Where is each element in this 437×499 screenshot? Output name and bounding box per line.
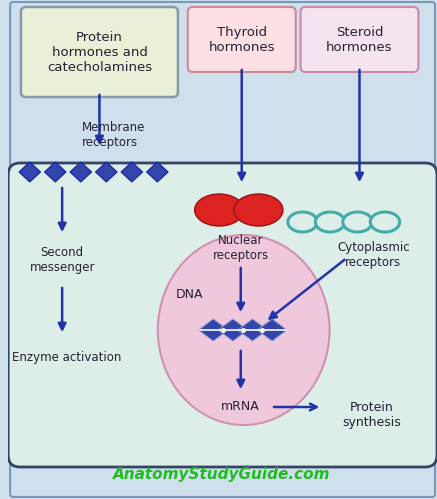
Polygon shape [45, 162, 66, 182]
Polygon shape [19, 162, 41, 182]
Ellipse shape [316, 212, 345, 232]
Text: Protein
hormones and
catecholamines: Protein hormones and catecholamines [47, 30, 152, 73]
Text: DNA: DNA [176, 288, 204, 301]
Text: Enzyme activation: Enzyme activation [12, 351, 122, 364]
Ellipse shape [343, 212, 372, 232]
Ellipse shape [234, 194, 283, 226]
FancyBboxPatch shape [301, 7, 418, 72]
FancyBboxPatch shape [10, 2, 435, 497]
Text: Second
messenger: Second messenger [29, 246, 95, 274]
Polygon shape [70, 162, 92, 182]
Polygon shape [257, 319, 287, 341]
Polygon shape [198, 319, 228, 341]
Ellipse shape [194, 194, 244, 226]
Polygon shape [218, 319, 248, 341]
FancyBboxPatch shape [8, 163, 437, 467]
Polygon shape [146, 162, 168, 182]
Text: AnatomyStudyGuide.com: AnatomyStudyGuide.com [113, 468, 331, 483]
Text: Cytoplasmic
receptors: Cytoplasmic receptors [337, 241, 409, 269]
Text: mRNA: mRNA [222, 401, 260, 414]
Polygon shape [96, 162, 117, 182]
Text: Protein
synthesis: Protein synthesis [342, 401, 401, 429]
Polygon shape [121, 162, 142, 182]
FancyBboxPatch shape [188, 7, 296, 72]
Text: Thyroid
hormones: Thyroid hormones [208, 25, 275, 53]
Ellipse shape [158, 235, 329, 425]
Text: Nuclear
receptors: Nuclear receptors [213, 234, 269, 262]
Text: Membrane
receptors: Membrane receptors [82, 121, 145, 149]
FancyBboxPatch shape [21, 7, 178, 97]
Text: Steroid
hormones: Steroid hormones [326, 25, 393, 53]
Polygon shape [238, 319, 267, 341]
Ellipse shape [288, 212, 317, 232]
Ellipse shape [370, 212, 400, 232]
